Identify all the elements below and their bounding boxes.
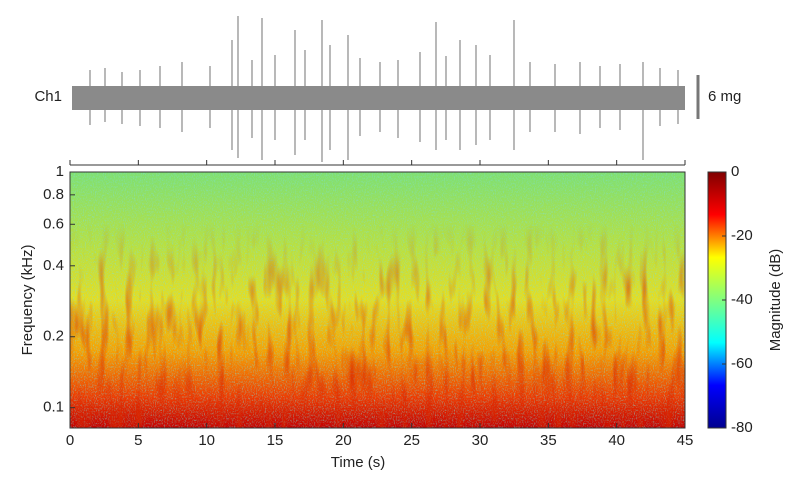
colorbar-tick-label: -60 [731,355,753,372]
y-tick-label: 0.8 [43,186,64,203]
y-tick-label: 0.4 [43,257,64,274]
y-tick-label: 0.1 [43,399,64,416]
x-tick-label: 10 [198,432,215,449]
waveform-spikes [89,16,679,162]
x-tick-label: 5 [134,432,142,449]
x-tick-label: 30 [472,432,489,449]
waveform: 6 mg Ch1 [34,16,741,166]
x-tick-label: 15 [267,432,284,449]
waveform-band [72,86,685,110]
x-axis-label: Time (s) [331,454,385,471]
x-tick-label: 35 [540,432,557,449]
scale-bar-label: 6 mg [708,88,741,105]
y-tick-label: 1 [56,163,64,180]
colorbar-tick-label: 0 [731,163,739,180]
y-tick-label: 0.6 [43,215,64,232]
plot-frame [69,171,686,429]
x-tick-label: 40 [608,432,625,449]
colorbar-label: Magnitude (dB) [767,249,784,352]
x-tick-label: 20 [335,432,352,449]
x-tick-label: 45 [677,432,694,449]
colorbar-tick-label: -40 [731,291,753,308]
colorbar-tick-label: -80 [731,419,753,436]
channel-label: Ch1 [34,88,62,105]
colorbar-tick-label: -20 [731,227,753,244]
x-tick-label: 25 [403,432,420,449]
spectrogram-bursts [70,172,685,428]
y-axis-label: Frequency (kHz) [19,245,36,356]
spectrogram [69,171,686,429]
x-tick-label: 0 [66,432,74,449]
y-tick-label: 0.2 [43,328,64,345]
